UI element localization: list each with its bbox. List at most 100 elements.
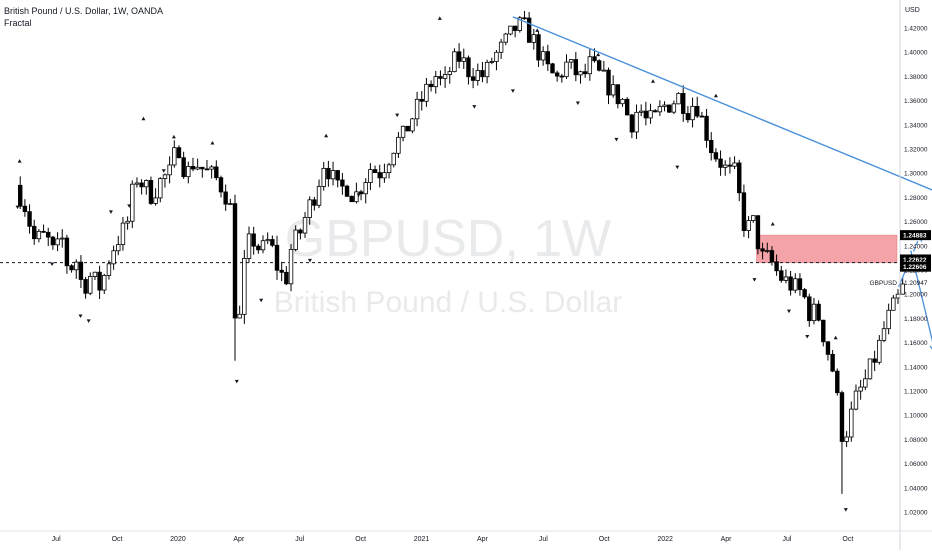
candle-body — [629, 114, 635, 133]
candle-body — [732, 162, 737, 167]
time-tick-label: Oct — [112, 536, 123, 543]
candle-body — [638, 110, 644, 113]
candle-body — [582, 71, 588, 75]
price-tick-label: 1.42000 — [904, 26, 928, 33]
candle — [288, 244, 294, 292]
candle-body — [872, 358, 877, 363]
candle-body — [396, 136, 401, 154]
candle-body — [671, 103, 677, 113]
candle-body — [116, 244, 121, 252]
candle — [344, 184, 350, 198]
candle — [405, 125, 410, 132]
candle-body — [667, 104, 672, 113]
candle-body — [760, 248, 765, 252]
candle-body — [46, 231, 51, 238]
candle — [55, 232, 60, 252]
candle — [797, 273, 803, 296]
candle — [765, 242, 770, 254]
candle — [634, 104, 639, 140]
candle — [298, 228, 303, 240]
candle — [69, 264, 74, 273]
fractal-down-marker — [78, 314, 83, 318]
candle-body — [368, 169, 373, 183]
candle-body — [293, 229, 298, 250]
candle-body — [727, 164, 733, 167]
price-tag-text: 1.24883 — [903, 233, 927, 240]
time-tick-label: Jul — [295, 536, 304, 543]
candle-body — [606, 69, 611, 96]
candle — [568, 59, 574, 69]
candle-body — [568, 59, 574, 63]
fractal-down-marker — [50, 262, 55, 266]
candle-body — [288, 249, 294, 285]
price-axis-label: USD — [905, 7, 920, 14]
candle — [452, 48, 457, 73]
candle — [358, 189, 364, 201]
candle — [559, 73, 565, 83]
candle — [867, 358, 873, 380]
candle-body — [382, 172, 387, 179]
candle-body — [22, 205, 28, 213]
watermark-name: British Pound / U.S. Dollar — [274, 286, 622, 319]
candle-body — [284, 271, 289, 285]
price-tag-bg — [900, 254, 931, 265]
candle-body — [821, 319, 826, 343]
candle-body — [783, 276, 789, 281]
candle — [587, 49, 593, 81]
candle — [755, 215, 761, 255]
candle — [835, 368, 840, 396]
candle — [74, 259, 79, 279]
candle-body — [807, 296, 812, 322]
candle-body — [83, 279, 88, 294]
candle — [228, 198, 233, 206]
candle — [232, 194, 238, 361]
candle-body — [330, 170, 336, 180]
candle — [186, 161, 191, 184]
candle-body — [354, 191, 359, 203]
candle-body — [232, 203, 238, 319]
candle-body — [751, 215, 756, 221]
fractal-up-marker — [210, 140, 215, 145]
time-tick-label: Apr — [477, 536, 489, 543]
fractal-down-marker — [356, 193, 361, 197]
candle — [573, 51, 579, 82]
symbol-price-value: 1.20947 — [904, 280, 928, 287]
candle-body — [634, 111, 639, 133]
candle — [802, 288, 807, 299]
candle — [158, 177, 163, 203]
candle-body — [517, 17, 523, 31]
time-tick-label: Oct — [842, 536, 853, 543]
candle — [811, 297, 817, 325]
candle — [111, 245, 116, 270]
candle-body — [891, 297, 896, 311]
candle — [713, 148, 719, 162]
candle-body — [246, 233, 252, 259]
candle — [681, 85, 686, 122]
candle-body — [755, 215, 761, 250]
fractal-up-marker — [437, 16, 442, 20]
chart-title: British Pound / U.S. Dollar, 1W, OANDA — [4, 6, 164, 16]
candle-body — [74, 261, 79, 271]
candle-body — [592, 56, 597, 62]
candle-body — [681, 93, 686, 114]
candle-body — [690, 105, 695, 121]
time-tick-label: Oct — [355, 536, 366, 543]
candle-body — [466, 57, 471, 78]
price-tick-label: 1.16000 — [904, 340, 928, 347]
candle — [242, 250, 247, 324]
candle — [181, 151, 186, 179]
candle — [106, 260, 112, 280]
resistance-zone — [756, 234, 898, 263]
candle — [620, 97, 625, 107]
candle — [424, 77, 429, 107]
candle — [853, 384, 859, 411]
candle — [760, 242, 765, 260]
fractal-down-marker — [234, 379, 239, 384]
candle-body — [223, 191, 228, 205]
candle — [330, 161, 336, 186]
candle — [751, 215, 756, 223]
candle — [237, 305, 242, 319]
candle-body — [737, 162, 742, 194]
fractal-up-marker — [535, 28, 540, 32]
